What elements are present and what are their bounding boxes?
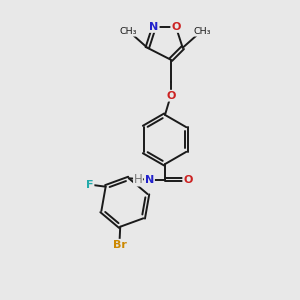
Text: CH₃: CH₃ — [194, 27, 211, 36]
Text: O: O — [166, 91, 176, 101]
Text: Br: Br — [113, 240, 127, 250]
Text: H: H — [134, 173, 142, 186]
Text: O: O — [183, 175, 193, 185]
Text: N: N — [149, 22, 159, 32]
Text: F: F — [86, 180, 94, 190]
Text: CH₃: CH₃ — [119, 27, 136, 36]
Text: O: O — [171, 22, 181, 32]
Text: N: N — [145, 175, 154, 185]
